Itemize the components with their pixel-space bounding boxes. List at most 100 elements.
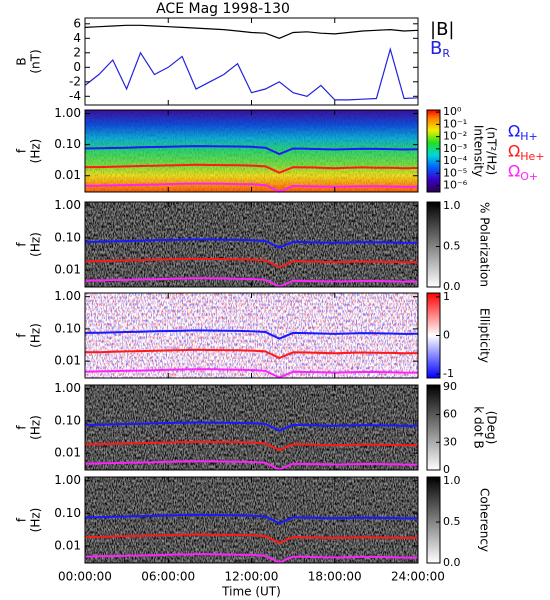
y-axis-label: f <box>15 517 29 522</box>
colorbar-tick-label: 10⁻⁶ <box>443 179 468 192</box>
y-tick-label: 0.01 <box>54 538 81 552</box>
y-tick-label: 0.01 <box>54 168 81 182</box>
legend-label: ΩHe+ <box>508 142 545 164</box>
colorbar-label: (nT²/Hz) <box>485 127 499 175</box>
y-axis-label: (Hz) <box>29 508 43 533</box>
series-line <box>84 145 419 156</box>
y-tick-label: 1.00 <box>54 289 81 303</box>
x-tick-label: 18:00:00 <box>308 570 362 584</box>
y-tick-label: 0.10 <box>54 321 81 335</box>
colorbar-label: % Polarization <box>478 202 492 287</box>
x-tick-label: 00:00:00 <box>58 570 112 584</box>
spectrogram-texture <box>85 385 418 470</box>
colorbar-label: Ellipticity <box>478 308 492 363</box>
series-line <box>84 46 419 101</box>
series-line <box>84 513 419 525</box>
colorbar-tick-label: 0.0 <box>443 280 461 293</box>
y-tick-label: 0.01 <box>54 354 81 368</box>
x-tick-label: 06:00:00 <box>141 570 195 584</box>
series-line <box>84 553 418 564</box>
y-axis-label: (Hz) <box>29 232 43 257</box>
series-line <box>85 348 419 360</box>
colorbar-tick-label: 90 <box>443 380 457 393</box>
legend-label: |B| <box>430 19 454 40</box>
y-tick-label: 4 <box>73 31 81 45</box>
colorbar-tick-label: 10⁻¹ <box>443 117 467 130</box>
y-tick-label: 1.00 <box>54 106 81 120</box>
y-tick-label: 0.10 <box>54 413 81 427</box>
colorbar-tick-label: 60 <box>443 408 457 421</box>
y-tick-label: 1.00 <box>54 198 81 212</box>
series-line <box>84 368 418 379</box>
colorbar-tick-label: 0.5 <box>443 515 461 528</box>
y-axis-label: (Hz) <box>29 415 43 440</box>
y-axis-label: f <box>15 425 29 430</box>
series-line <box>85 533 419 544</box>
series-line <box>84 238 419 249</box>
y-axis-label: (Hz) <box>29 139 43 164</box>
colorbar <box>426 109 441 193</box>
colorbar-tick-label: 1.0 <box>443 199 461 212</box>
legend-label: ΩO+ <box>508 162 538 184</box>
colorbar-tick-label: 30 <box>443 435 457 448</box>
series-line <box>84 24 419 39</box>
colorbar-tick-label: 10⁻⁵ <box>443 166 467 179</box>
colorbar-label: Coherency <box>478 488 492 552</box>
colorbar-tick-label: 10⁰ <box>443 105 462 118</box>
colorbar-tick-label: -1 <box>443 367 454 380</box>
series-line <box>84 329 419 340</box>
y-tick-label: 0.10 <box>54 137 81 151</box>
colorbar-tick-label: 0.0 <box>443 556 461 569</box>
colorbar <box>426 384 441 471</box>
y-tick-label: -2 <box>69 74 81 88</box>
series-line <box>84 421 419 432</box>
spectrogram-texture <box>85 202 418 287</box>
series-line <box>85 257 419 269</box>
chart-title: ACE Mag 1998-130 <box>156 1 290 17</box>
colorbar-tick-label: 0 <box>443 463 450 476</box>
colorbar-tick-label: 1.0 <box>443 474 461 487</box>
y-axis-label: (nT) <box>29 49 43 73</box>
colorbar-label: (Deg) <box>485 411 499 445</box>
colorbar-tick-label: 10⁻⁴ <box>443 154 468 167</box>
y-tick-label: 1.00 <box>54 473 81 487</box>
colorbar-label: Intensity <box>472 125 486 177</box>
y-tick-label: 0 <box>73 60 81 74</box>
y-tick-label: 0.10 <box>54 506 81 520</box>
colorbar-tick-label: 0 <box>443 329 450 342</box>
series-line <box>85 440 419 452</box>
y-axis-label: B <box>15 57 29 65</box>
legend-label: ΩH+ <box>508 122 538 144</box>
y-tick-label: 0.01 <box>54 263 81 277</box>
x-tick-label: 12:00:00 <box>225 570 279 584</box>
y-tick-label: 2 <box>73 45 81 59</box>
colorbar-tick-label: 10⁻² <box>443 130 467 143</box>
series-line <box>84 460 418 471</box>
y-axis-label: f <box>15 148 29 153</box>
x-tick-label: 24:00:00 <box>391 570 445 584</box>
spectrogram-texture <box>85 293 418 378</box>
colorbar <box>426 201 441 288</box>
y-axis-label: (Hz) <box>29 323 43 348</box>
colorbar-tick-label: 0.5 <box>443 240 461 253</box>
y-tick-label: 0.10 <box>54 230 81 244</box>
series-line <box>84 277 418 288</box>
y-tick-label: 1.00 <box>54 381 81 395</box>
spectrogram-texture <box>85 110 418 192</box>
x-axis-label: Time (UT) <box>221 585 281 599</box>
series-line <box>84 182 418 193</box>
y-axis-label: f <box>15 333 29 338</box>
colorbar <box>426 476 441 564</box>
series-line <box>85 163 419 174</box>
y-tick-label: -4 <box>69 89 81 103</box>
colorbar-label: k dot B <box>472 406 486 448</box>
colorbar-tick-label: 10⁻³ <box>443 142 467 155</box>
spectrogram-texture <box>85 477 418 563</box>
y-tick-label: 0.01 <box>54 446 81 460</box>
y-tick-label: 6 <box>73 16 81 30</box>
colorbar-tick-label: 1 <box>443 290 450 303</box>
legend-label: BR <box>430 38 450 60</box>
y-axis-label: f <box>15 242 29 247</box>
